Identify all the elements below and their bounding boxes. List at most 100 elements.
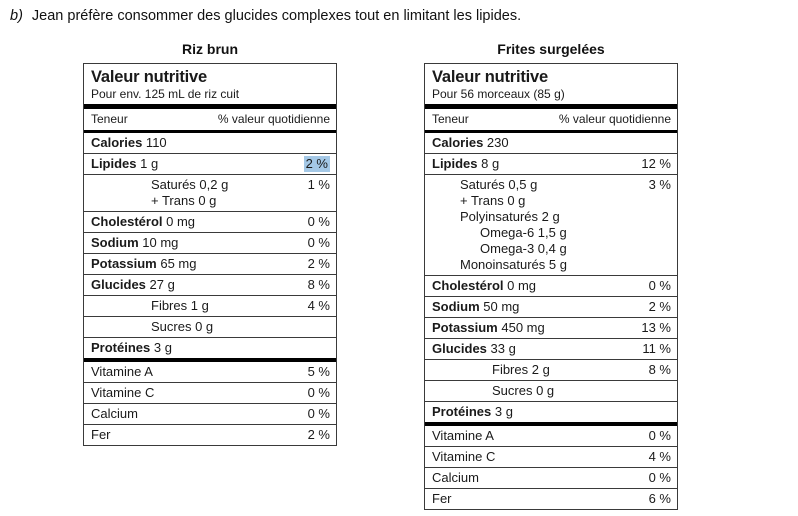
nutrient-line: Saturés 0,5 g 3 %: [432, 177, 671, 193]
nutrient-line: Glucides 33 g 11 %: [432, 341, 671, 357]
nutrition-row: Calories 110: [84, 133, 336, 154]
daily-value: 2 %: [307, 427, 330, 442]
nutrient-line: Lipides 1 g 2 %: [91, 156, 330, 172]
daily-value: 11 %: [642, 341, 671, 356]
daily-value: 0 %: [307, 385, 330, 400]
nutrient-name: Polyinsaturés 2 g: [460, 209, 560, 224]
nutrient-name: Calories 110: [91, 135, 167, 150]
nutrient-name-bold: Potassium: [432, 320, 498, 335]
nutrient-name-bold: Protéines: [91, 340, 151, 355]
nutrition-row: Vitamine C 0 %: [84, 383, 336, 404]
nutrient-name: Fer: [91, 427, 111, 442]
column-teneur: Teneur: [91, 112, 128, 126]
nutrient-name: Omega-6 1,5 g: [480, 225, 567, 240]
nutrient-name-bold: Calories: [91, 135, 143, 150]
nutrient-line: Fer 6 %: [432, 491, 671, 507]
nutrient-line: Vitamine C 4 %: [432, 449, 671, 465]
nutrient-line: Protéines 3 g: [91, 340, 330, 356]
daily-value: 13 %: [641, 320, 671, 335]
daily-value: 12 %: [641, 156, 671, 171]
nutrient-name: Calcium: [432, 470, 479, 485]
nutrient-name: Glucides 33 g: [432, 341, 516, 356]
daily-value: 4 %: [648, 449, 671, 464]
nutrition-row: Sodium 10 mg 0 %: [84, 233, 336, 254]
column-teneur: Teneur: [432, 112, 469, 126]
nutrition-facts-heading: Valeur nutritive: [432, 68, 549, 86]
nutrient-name: Cholestérol 0 mg: [91, 214, 196, 229]
nutrition-facts-header: Valeur nutritive Pour 56 morceaux (85 g): [425, 64, 677, 104]
nutrient-name: Lipides 1 g: [91, 156, 159, 171]
nutrient-line: Potassium 450 mg 13 %: [432, 320, 671, 336]
label-title: Frites surgelées: [497, 41, 605, 57]
daily-value: 4 %: [307, 298, 330, 313]
nutrition-row: Lipides 8 g 12 %: [425, 154, 677, 175]
nutrition-row: Saturés 0,5 g 3 % + Trans 0 g Polyinsaturés…: [425, 175, 677, 276]
nutrient-name-bold: Sodium: [91, 235, 139, 250]
divider-medium: [425, 130, 677, 133]
nutrient-name-bold: Lipides: [91, 156, 137, 171]
rows-container: Calories 110 Lipides 1 g 2 % Saturés 0,2 g 1…: [84, 133, 336, 445]
nutrient-name: Vitamine C: [432, 449, 496, 464]
daily-value: 8 %: [648, 362, 671, 377]
daily-value: 0 %: [307, 406, 330, 421]
nutrient-name: Calcium: [91, 406, 138, 421]
nutrient-name: Saturés 0,2 g: [151, 177, 229, 192]
nutrient-name: Vitamine A: [91, 364, 153, 379]
daily-value: 0 %: [648, 470, 671, 485]
nutrient-name: Omega-3 0,4 g: [480, 241, 567, 256]
question-body: Jean préfère consommer des glucides comp…: [31, 8, 522, 24]
nutrient-line: Cholestérol 0 mg 0 %: [91, 214, 330, 230]
nutrition-row: Sucres 0 g: [425, 381, 677, 402]
daily-value: 6 %: [648, 491, 671, 506]
nutrient-line: Fer 2 %: [91, 427, 330, 443]
nutrient-line: Vitamine A 0 %: [432, 428, 671, 444]
nutrient-line: + Trans 0 g: [432, 193, 671, 209]
daily-value: 0 %: [307, 214, 330, 229]
nutrition-row: Sodium 50 mg 2 %: [425, 297, 677, 318]
nutrient-line: Omega-3 0,4 g: [432, 241, 671, 257]
nutrient-name: Fibres 2 g: [492, 362, 550, 377]
daily-value: 1 %: [307, 177, 330, 192]
nutrient-name: Protéines 3 g: [432, 404, 513, 419]
nutrient-line: + Trans 0 g: [91, 193, 330, 209]
nutrient-name: Fibres 1 g: [151, 298, 209, 313]
nutrition-row: Fibres 2 g 8 %: [425, 360, 677, 381]
nutrition-row: Vitamine A 5 %: [84, 362, 336, 383]
daily-value: 0 %: [307, 235, 330, 250]
nutrient-name: Saturés 0,5 g: [460, 177, 538, 192]
nutrient-line: Lipides 8 g 12 %: [432, 156, 671, 172]
nutrition-row: Calories 230: [425, 133, 677, 154]
nutrient-name-bold: Glucides: [91, 277, 146, 292]
nutrient-name: Protéines 3 g: [91, 340, 172, 355]
column-daily-value: % valeur quotidienne: [217, 112, 330, 126]
nutrient-line: Calcium 0 %: [432, 470, 671, 486]
nutrition-row: Cholestérol 0 mg 0 %: [425, 276, 677, 297]
nutrition-row: Lipides 1 g 2 %: [84, 154, 336, 175]
nutrient-line: Cholestérol 0 mg 0 %: [432, 278, 671, 294]
nutrient-name-bold: Calories: [432, 135, 484, 150]
nutrition-facts-header: Valeur nutritive Pour env. 125 mL de riz…: [84, 64, 336, 104]
nutrient-line: Sodium 10 mg 0 %: [91, 235, 330, 251]
nutrient-name: Monoinsaturés 5 g: [460, 257, 567, 272]
nutrient-line: Sucres 0 g: [91, 319, 330, 335]
nutrient-name: Calories 230: [432, 135, 509, 150]
nutrient-line: Polyinsaturés 2 g: [432, 209, 671, 225]
highlighted-daily-value: 2 %: [303, 156, 330, 172]
column-headers: Teneur % valeur quotidienne: [84, 109, 336, 130]
nutrient-name: Glucides 27 g: [91, 277, 175, 292]
nutrition-facts-table: Valeur nutritive Pour env. 125 mL de riz…: [83, 63, 337, 446]
nutrient-line: Calories 110: [91, 135, 330, 151]
nutrition-label-frites-surgelees: Frites surgelées Valeur nutritive Pour 5…: [424, 40, 678, 510]
nutrition-facts-table: Valeur nutritive Pour 56 morceaux (85 g)…: [424, 63, 678, 510]
nutrition-row: Potassium 450 mg 13 %: [425, 318, 677, 339]
nutrient-name: Potassium 450 mg: [432, 320, 545, 335]
nutrient-line: Vitamine A 5 %: [91, 364, 330, 380]
nutrient-line: Calcium 0 %: [91, 406, 330, 422]
nutrient-line: Calories 230: [432, 135, 671, 151]
nutrient-name: Cholestérol 0 mg: [432, 278, 537, 293]
nutrient-name-bold: Glucides: [432, 341, 487, 356]
nutrition-row: Glucides 33 g 11 %: [425, 339, 677, 360]
nutrient-name: Sodium 10 mg: [91, 235, 179, 250]
daily-value: 8 %: [307, 277, 330, 292]
